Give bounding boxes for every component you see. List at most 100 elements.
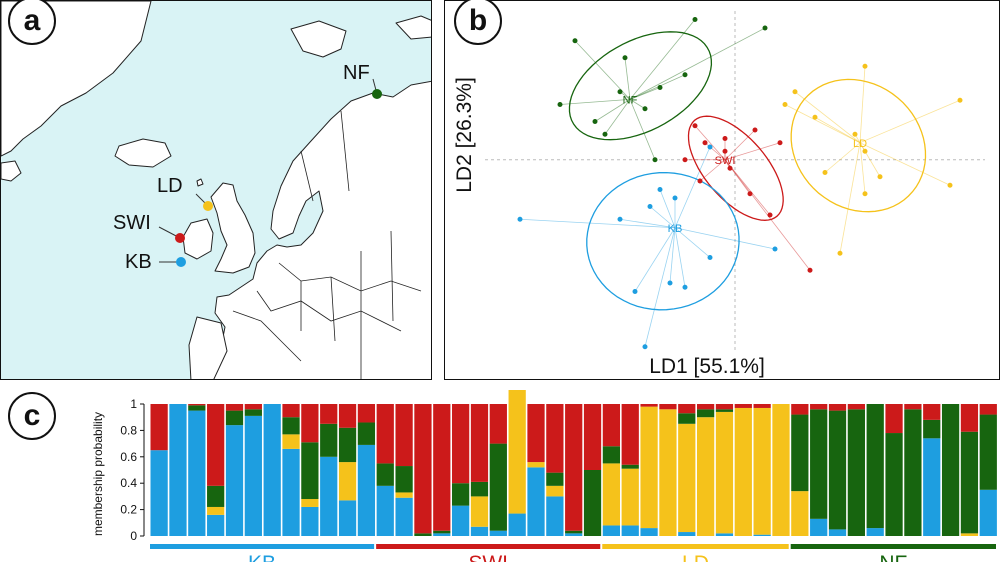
ld-point — [812, 114, 818, 120]
nf-ellipse — [568, 31, 713, 141]
bar-segment-nf — [207, 485, 225, 507]
ld-ellipse — [790, 78, 927, 213]
bar-segment-swi — [885, 404, 903, 434]
bar-segment-swi — [678, 404, 696, 414]
bar-segment-swi — [470, 404, 489, 482]
bar-segment-nf — [546, 472, 564, 486]
y-tick-label: 0 — [130, 529, 137, 543]
landmass — [1, 1, 431, 379]
bar-segment-kb — [301, 506, 319, 536]
bar-segment-nf — [678, 413, 696, 424]
nf-spoke — [604, 99, 631, 135]
nf-point — [682, 72, 688, 78]
y-tick-label: 1 — [130, 397, 137, 411]
nf-point — [692, 17, 698, 22]
bar-segment-swi — [696, 404, 715, 410]
mainland-europe — [199, 80, 431, 379]
bar-segment-swi — [489, 404, 507, 444]
bar-segment-nf — [320, 423, 338, 457]
bar-segment-kb — [376, 485, 394, 536]
bar-segment-swi — [828, 404, 847, 411]
nf-spoke — [629, 99, 646, 110]
nf-point — [762, 25, 768, 31]
bar-segment-swi — [320, 404, 338, 424]
ld-point — [837, 250, 843, 256]
y-tick-label: 0.2 — [120, 503, 137, 517]
bar-segment-swi — [150, 404, 168, 451]
faroe-land — [196, 178, 204, 187]
nf-site-label: NF — [343, 62, 370, 84]
bar-segment-swi — [414, 404, 432, 534]
bar-segment-swi — [338, 404, 357, 428]
nf-point — [572, 38, 578, 44]
bar-segment-swi — [734, 404, 752, 408]
nf-point — [622, 55, 628, 61]
bar-segment-swi — [395, 404, 413, 467]
bar-segment-nf — [715, 409, 734, 412]
swi-site-marker — [175, 233, 185, 243]
swi-point — [702, 140, 708, 146]
panel-label-a: a — [8, 0, 56, 45]
bar-segment-nf — [376, 463, 394, 486]
kb-point — [657, 187, 663, 192]
swi-point — [722, 136, 728, 141]
kb-point — [672, 195, 678, 201]
kb-point — [647, 204, 653, 209]
swi-group-band — [376, 544, 601, 549]
ld-group-band — [602, 544, 789, 549]
bar-segment-nf — [960, 431, 979, 534]
kb-point — [772, 246, 778, 252]
kb-point — [642, 344, 648, 350]
kb-point — [707, 255, 713, 260]
swi-point — [752, 127, 758, 133]
bar-segment-kb — [640, 528, 658, 536]
swi-spoke — [724, 142, 781, 161]
nf-point — [557, 102, 563, 107]
nf-spoke — [594, 99, 631, 122]
group-labels: NF SWI LD KB — [623, 94, 867, 234]
group-ellipses — [568, 31, 927, 311]
ld-point — [792, 89, 798, 95]
bar-segment-kb — [395, 497, 413, 536]
ld-point — [852, 131, 858, 137]
bar-segment-swi — [244, 404, 262, 410]
swi-point — [807, 267, 813, 273]
nf-spoke — [629, 99, 656, 160]
bar-segment-kb — [715, 533, 734, 536]
bar-segment-ld — [791, 491, 809, 536]
nf-point — [642, 106, 648, 112]
bar-segment-nf — [621, 464, 639, 469]
bar-segment-kb — [828, 529, 847, 536]
bar-segment-ld — [301, 499, 319, 507]
bar-segment-swi — [376, 404, 394, 464]
kb-point — [632, 289, 638, 294]
bar-segment-kb — [678, 532, 696, 536]
bar-segment-swi — [433, 404, 451, 531]
bar-segment-kb — [546, 496, 564, 536]
membership-bar-chart: membership probability 0 0.2 0.4 0.6 0.8 1 KB… — [91, 384, 997, 567]
swi-site-label: SWI — [113, 212, 151, 234]
ireland-land — [182, 218, 214, 260]
bar-segment-ld — [640, 406, 658, 529]
bar-segment-nf — [433, 530, 451, 534]
bar-segment-nf — [923, 419, 941, 439]
y-axis-label: LD2 [26.3%] — [453, 77, 476, 193]
ld-spoke — [859, 142, 951, 186]
greenland-south-tip — [1, 160, 22, 182]
ld-spoke — [859, 99, 961, 144]
kb-site-label: KB — [125, 251, 152, 273]
ld-spoke — [824, 142, 861, 173]
ld-point — [947, 182, 953, 188]
kb-group-band — [150, 544, 375, 549]
bar-segment-kb — [866, 528, 884, 536]
bar-segment-nf — [791, 414, 809, 492]
europe-map-panel: NF LD SWI KB — [0, 0, 432, 380]
ld-point — [822, 170, 828, 175]
bar-segment-swi — [565, 404, 583, 531]
bar-segment-ld — [678, 423, 696, 533]
swi-spoke — [724, 159, 751, 194]
bar-segment-ld — [508, 384, 526, 514]
bar-segment-ld — [696, 417, 715, 536]
bar-segment-swi — [791, 404, 809, 415]
bar-segment-nf — [395, 466, 413, 493]
